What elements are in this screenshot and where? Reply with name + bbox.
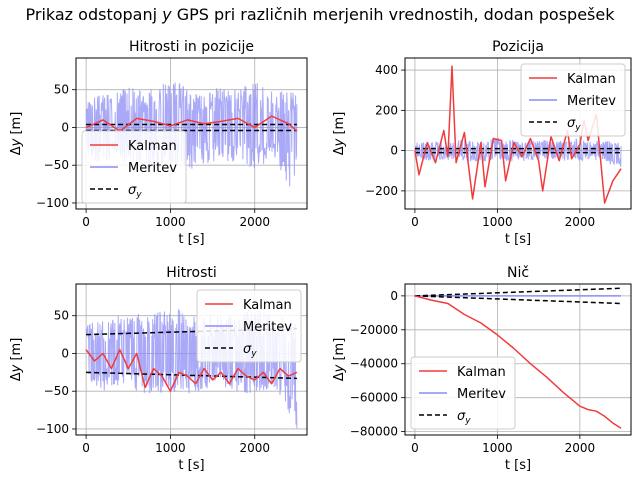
axes-frame <box>75 57 308 210</box>
x-tick-label: 0 <box>411 441 419 455</box>
y-tick-label: −50 <box>44 384 69 398</box>
y-axis-label: Δy [m] <box>332 112 347 156</box>
x-tick-label: 2000 <box>239 215 270 229</box>
legend: Kalman Meritev σy <box>520 63 626 137</box>
kalman-line <box>85 115 298 132</box>
legend-frame <box>520 63 626 137</box>
plot-area <box>414 287 622 429</box>
legend: Kalman Meritev σy <box>410 356 516 430</box>
subplot-title: Hitrosti in pozicije <box>129 39 254 55</box>
x-tick-label: 0 <box>82 441 90 455</box>
y-tick-label: 400 <box>375 63 398 77</box>
y-axis-label: Δy [m] <box>9 112 24 156</box>
subplot-3: 0 1000 2000 −100 −50 0 50 Hitrosti t [s] Δy [m] Ka… <box>9 265 308 473</box>
legend-frame <box>196 289 302 363</box>
y-tick-label: −60000 <box>350 391 398 405</box>
legend-label: σy <box>457 409 471 426</box>
x-tick-label: 0 <box>82 215 90 229</box>
legend-label: σy <box>243 342 257 359</box>
legend-label: Meritev <box>243 320 292 335</box>
legend-label: Kalman <box>243 298 292 313</box>
legend: Kalman Meritev σy <box>196 289 302 363</box>
legend-label: Kalman <box>457 365 506 380</box>
x-axis-label: t [s] <box>178 232 204 247</box>
subplot-title: Hitrosti <box>166 265 217 281</box>
legend-frame <box>81 130 187 204</box>
axes-frame <box>404 283 632 436</box>
subplot-title: Nič <box>507 265 529 281</box>
legend-label: Meritev <box>567 94 616 109</box>
kalman-line <box>85 348 298 392</box>
legend-frame <box>410 356 516 430</box>
y-tick-label: 200 <box>375 103 398 117</box>
axes-frame <box>75 283 308 436</box>
x-axis-label: t [s] <box>178 458 204 473</box>
x-tick-label: 1000 <box>482 215 513 229</box>
y-tick-label: 50 <box>54 309 69 323</box>
x-tick-label: 1000 <box>155 215 186 229</box>
y-axis-label: Δy [m] <box>332 338 347 382</box>
y-tick-label: −20000 <box>350 323 398 337</box>
sigma-upper-line <box>86 327 297 336</box>
sigma-lower-line <box>86 371 297 380</box>
y-tick-label: −100 <box>36 196 69 210</box>
x-tick-label: 1000 <box>482 441 513 455</box>
sigma-upper-line <box>414 287 622 297</box>
legend-label: Kalman <box>567 72 616 87</box>
figure-title: Prikaz odstopanj y GPS pri različnih mer… <box>26 5 616 24</box>
legend-label: Meritev <box>128 161 177 176</box>
x-tick-label: 1000 <box>155 441 186 455</box>
legend-label: σy <box>567 116 581 133</box>
y-tick-label: 0 <box>61 120 69 134</box>
y-axis-label: Δy [m] <box>9 338 24 382</box>
y-tick-label: 0 <box>390 289 398 303</box>
subplot-title: Pozicija <box>492 39 544 55</box>
subplot-4: 0 1000 2000 −80000 −60000 −40000 −20000 0 Nič t [… <box>332 265 632 473</box>
legend-label: σy <box>128 183 142 200</box>
y-tick-label: −200 <box>365 184 398 198</box>
legend: Kalman Meritev σy <box>81 130 187 204</box>
x-axis-label: t [s] <box>505 458 531 473</box>
y-tick-label: 50 <box>54 83 69 97</box>
sigma-lower-line <box>414 295 622 305</box>
y-tick-label: −50 <box>44 158 69 172</box>
x-tick-label: 2000 <box>565 441 596 455</box>
y-tick-label: −80000 <box>350 425 398 439</box>
y-tick-label: 0 <box>61 346 69 360</box>
axes-frame <box>404 57 632 210</box>
x-axis-label: t [s] <box>505 232 531 247</box>
subplot-2: 0 1000 2000 −200 0 200 400 Pozicija t [s] Δy [m] K… <box>332 39 632 247</box>
kalman-line <box>414 295 622 429</box>
y-tick-label: −40000 <box>350 357 398 371</box>
x-tick-label: 2000 <box>565 215 596 229</box>
legend-label: Meritev <box>457 387 506 402</box>
x-tick-label: 2000 <box>239 441 270 455</box>
y-tick-label: 0 <box>390 144 398 158</box>
subplot-1: 0 1000 2000 −100 −50 0 50 Hitrosti in pozicije t… <box>9 39 308 247</box>
x-tick-label: 0 <box>411 215 419 229</box>
y-tick-label: −100 <box>36 422 69 436</box>
legend-label: Kalman <box>128 139 177 154</box>
